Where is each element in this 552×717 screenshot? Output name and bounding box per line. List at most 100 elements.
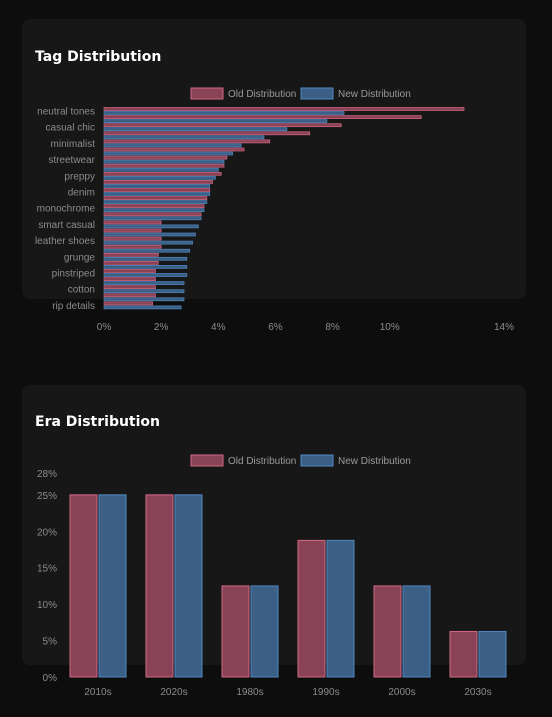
bar-old: [103, 147, 245, 152]
bar-old: [103, 220, 162, 225]
bar-old: [145, 494, 174, 678]
bar-new: [103, 256, 188, 261]
y-tick-label: leather shoes: [35, 236, 95, 247]
bar-new: [103, 281, 185, 285]
bar-new: [103, 297, 185, 302]
bar-new: [103, 135, 265, 140]
bar-old: [69, 494, 98, 678]
y-tick-label: monochrome: [37, 204, 96, 215]
x-tick-label: 2000s: [388, 687, 415, 698]
bar-new: [103, 184, 211, 188]
y-tick-label: 20%: [37, 527, 57, 538]
bar-new: [250, 585, 279, 678]
y-tick-label: casual chic: [46, 123, 95, 134]
y-tick-label: denim: [68, 188, 95, 199]
x-tick-label: 14%: [494, 322, 514, 333]
x-tick-label: 1980s: [236, 687, 263, 698]
y-tick-label: 25%: [37, 491, 57, 502]
bar-new: [103, 119, 328, 123]
bar-new: [103, 127, 288, 132]
x-tick-label: 4%: [211, 322, 226, 333]
bar-old: [103, 131, 311, 136]
y-tick-label: minimalist: [51, 139, 96, 150]
bar-new: [103, 200, 208, 204]
x-tick-label: 0%: [97, 322, 112, 333]
legend-label-new: New Distribution: [338, 456, 411, 467]
legend-label-old: Old Distribution: [228, 456, 296, 467]
bar-new: [103, 192, 211, 196]
y-tick-label: neutral tones: [37, 107, 95, 118]
x-tick-label: 2030s: [464, 687, 491, 698]
y-tick-label: 0%: [43, 673, 58, 684]
tag-distribution-title: Tag Distribution: [35, 49, 162, 65]
bar-new: [103, 216, 202, 221]
bar-old: [373, 585, 402, 678]
bar-new: [402, 585, 431, 678]
bar-new: [103, 175, 216, 180]
bar-old: [103, 236, 162, 241]
bar-new: [103, 305, 182, 310]
legend-label-new: New Distribution: [338, 89, 411, 100]
bar-old: [103, 228, 162, 233]
bar-old: [103, 301, 153, 306]
bar-old: [103, 163, 225, 168]
bar-new: [103, 208, 205, 213]
x-tick-label: 1990s: [312, 687, 339, 698]
bar-new: [103, 240, 193, 245]
bar-old: [103, 212, 202, 217]
bar-new: [103, 232, 196, 237]
era-distribution-title: Era Distribution: [35, 414, 161, 430]
bar-new: [174, 494, 203, 678]
bar-old: [103, 123, 342, 128]
bar-old: [103, 277, 156, 281]
bar-new: [103, 273, 188, 277]
legend-swatch-old: [190, 454, 224, 467]
bar-old: [103, 244, 162, 249]
y-tick-label: rip details: [52, 301, 95, 312]
bar-old: [103, 204, 205, 209]
x-tick-label: 10%: [380, 322, 400, 333]
bar-old: [103, 188, 211, 192]
y-tick-label: 28%: [37, 469, 57, 480]
bar-old: [297, 539, 326, 678]
bar-old: [103, 139, 271, 144]
y-tick-label: smart casual: [38, 220, 95, 231]
y-tick-label: pinstriped: [52, 269, 95, 280]
y-tick-label: streetwear: [48, 155, 95, 166]
bar-old: [449, 630, 478, 678]
bar-new: [103, 167, 219, 172]
bar-new: [326, 539, 355, 678]
y-tick-label: preppy: [64, 171, 95, 182]
bar-old: [103, 269, 156, 273]
legend-swatch-new: [300, 454, 334, 467]
bar-old: [221, 585, 250, 678]
legend-label-old: Old Distribution: [228, 89, 296, 100]
bar-new: [103, 111, 345, 115]
bar-old: [103, 107, 465, 111]
bar-new: [103, 289, 185, 294]
bar-new: [103, 143, 242, 148]
x-tick-label: 2010s: [84, 687, 111, 698]
bar-old: [103, 252, 159, 257]
y-tick-label: 5%: [43, 637, 58, 648]
legend-swatch-old: [190, 87, 224, 100]
bar-new: [103, 265, 188, 269]
x-tick-label: 2%: [154, 322, 169, 333]
bar-old: [103, 171, 222, 176]
x-tick-label: 2020s: [160, 687, 187, 698]
bar-old: [103, 180, 213, 184]
y-tick-label: 15%: [37, 564, 57, 575]
x-tick-label: 6%: [268, 322, 283, 333]
bar-old: [103, 261, 159, 265]
bar-new: [103, 248, 191, 253]
y-tick-label: grunge: [64, 252, 96, 263]
bar-old: [103, 196, 208, 200]
bar-old: [103, 285, 156, 290]
y-tick-label: 10%: [37, 600, 57, 611]
bar-old: [103, 155, 228, 160]
bar-old: [103, 293, 156, 298]
bar-new: [103, 224, 199, 229]
bar-new: [478, 630, 507, 678]
